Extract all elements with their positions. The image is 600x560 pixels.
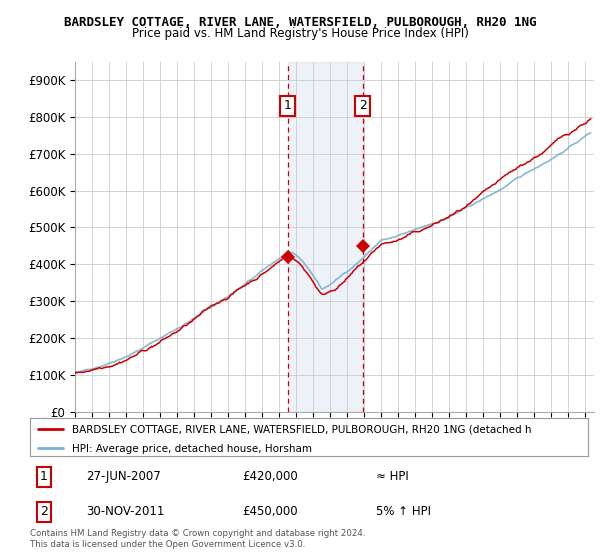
Text: 30-NOV-2011: 30-NOV-2011 bbox=[86, 505, 164, 519]
Text: Contains HM Land Registry data © Crown copyright and database right 2024.
This d: Contains HM Land Registry data © Crown c… bbox=[30, 529, 365, 549]
Bar bbox=[287, 62, 363, 412]
Text: ≈ HPI: ≈ HPI bbox=[376, 470, 409, 483]
Text: 1: 1 bbox=[40, 470, 48, 483]
Text: 2: 2 bbox=[40, 505, 48, 519]
Text: 5% ↑ HPI: 5% ↑ HPI bbox=[376, 505, 431, 519]
Text: HPI: Average price, detached house, Horsham: HPI: Average price, detached house, Hors… bbox=[72, 444, 312, 454]
Text: 2: 2 bbox=[359, 99, 367, 113]
Text: BARDSLEY COTTAGE, RIVER LANE, WATERSFIELD, PULBOROUGH, RH20 1NG (detached h: BARDSLEY COTTAGE, RIVER LANE, WATERSFIEL… bbox=[72, 424, 532, 435]
Text: 27-JUN-2007: 27-JUN-2007 bbox=[86, 470, 161, 483]
Text: Price paid vs. HM Land Registry's House Price Index (HPI): Price paid vs. HM Land Registry's House … bbox=[131, 27, 469, 40]
Text: £420,000: £420,000 bbox=[242, 470, 298, 483]
Text: 1: 1 bbox=[284, 99, 292, 113]
Text: £450,000: £450,000 bbox=[242, 505, 298, 519]
Text: BARDSLEY COTTAGE, RIVER LANE, WATERSFIELD, PULBOROUGH, RH20 1NG: BARDSLEY COTTAGE, RIVER LANE, WATERSFIEL… bbox=[64, 16, 536, 29]
